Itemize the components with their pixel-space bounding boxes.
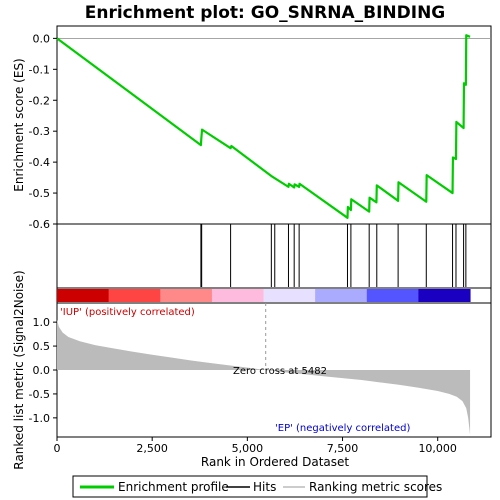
es-y-tick-label: -0.4 [29,156,50,169]
metric-y-axis-label: Ranked list metric (Signal2Noise) [12,270,26,469]
es-y-axis-label: Enrichment score (ES) [12,58,26,191]
x-tick-label: 0 [54,442,61,455]
heatmap-segment [263,289,316,302]
enrichment-profile-line [56,34,471,219]
x-tick-label: 2,500 [136,442,168,455]
metric-y-tick-label: -0.5 [29,388,50,401]
heatmap-segment [315,289,368,302]
enrichment-profile [56,34,491,219]
metric-y-tick-label: -1.0 [29,412,50,425]
heatmap-segment [160,289,213,302]
es-y-tick-label: -0.6 [29,218,50,231]
legend-ranking-metric-label: Ranking metric scores [309,480,442,494]
zero-cross-label: Zero cross at 5482 [233,366,327,377]
axes: 0.0 -0.1 -0.2 -0.3 -0.4 -0.5 -0.6 1.0 0.5 0.0 -0.5… [29,32,457,455]
heatmap-segment [366,289,419,302]
heatmap-segment [418,289,471,302]
chart-title: Enrichment plot: GO_SNRNA_BINDING [85,3,446,23]
ranking-metric-area [57,303,471,435]
metric-y-tick-label: 1.0 [33,316,51,329]
negative-correlation-label: 'EP' (negatively correlated) [275,423,410,434]
es-y-tick-label: -0.2 [29,94,50,107]
ranking-metric-fill [57,319,471,435]
x-tick-label: 7,500 [327,442,359,455]
heatmap-segment [108,289,161,302]
x-tick-label: 10,000 [418,442,457,455]
es-y-tick-label: 0.0 [33,32,51,45]
es-y-tick-label: -0.5 [29,187,50,200]
es-y-tick-label: -0.1 [29,63,50,76]
metric-y-tick-label: 0.5 [33,340,51,353]
heatmap-segment [57,289,110,302]
legend-hits-label: Hits [253,480,276,494]
es-y-tick-label: -0.3 [29,125,50,138]
legend-enrichment-profile-label: Enrichment profile [118,480,229,494]
heatmap-segment [211,289,265,302]
positive-correlation-label: 'IUP' (positively correlated) [60,307,195,318]
x-axis-label: Rank in Ordered Dataset [201,455,349,469]
ranking-heatmap-bar [57,289,471,302]
x-tick-label: 5,000 [232,442,264,455]
hit-lines [200,224,467,287]
metric-y-tick-label: 0.0 [33,364,51,377]
legend: Enrichment profile Hits Ranking metric s… [72,475,442,498]
